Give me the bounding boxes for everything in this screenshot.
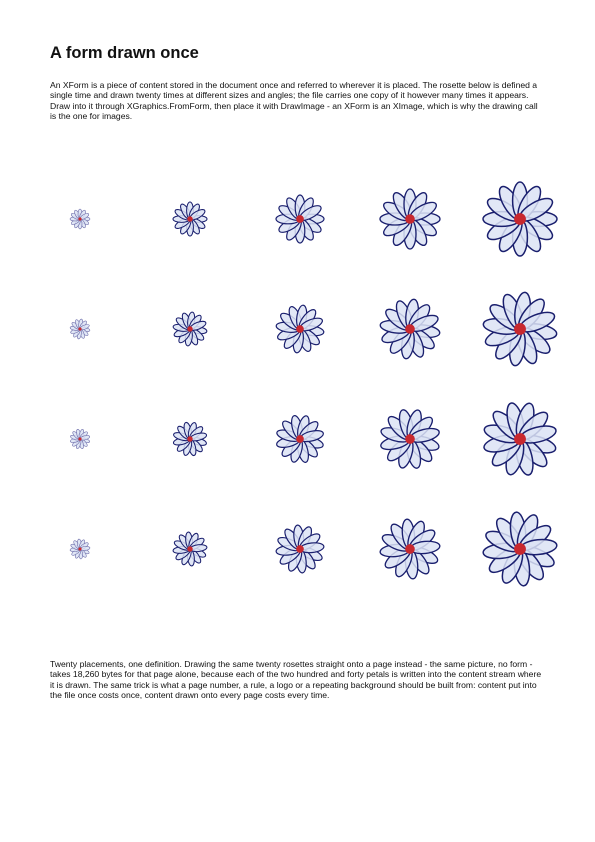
rosette-center: [514, 323, 526, 335]
rosette: [379, 188, 441, 250]
intro-text: An XForm is a piece of content stored in…: [50, 80, 538, 122]
rosette-center: [405, 434, 415, 444]
rosette-center: [78, 437, 82, 441]
rosette: [380, 409, 440, 469]
rosette: [482, 181, 558, 257]
rosette-center: [296, 545, 304, 553]
rosette-center: [514, 433, 526, 445]
rosette-center: [514, 543, 526, 555]
rosette: [172, 421, 208, 457]
rosette-center: [187, 436, 193, 442]
rosette: [482, 511, 558, 587]
rosette-center: [78, 217, 82, 221]
rosette-center: [78, 327, 82, 331]
rosette: [379, 298, 441, 360]
rosette-center: [187, 546, 193, 552]
rosette-center: [296, 435, 304, 443]
rosette: [275, 194, 325, 244]
rosette-center: [78, 547, 82, 551]
rosette: [172, 531, 208, 567]
rosette-center: [514, 213, 526, 225]
rosette: [172, 311, 208, 347]
rosette: [379, 518, 441, 580]
rosette: [482, 291, 558, 367]
rosette: [69, 538, 91, 560]
rosette-center: [405, 214, 415, 224]
rosette-center: [405, 324, 415, 334]
rosette-center: [187, 216, 193, 222]
rosette: [276, 415, 324, 463]
rosette-center: [296, 325, 304, 333]
title: A form drawn once: [50, 44, 199, 62]
rosette: [69, 428, 91, 450]
rosette: [69, 208, 91, 230]
rosette: [483, 402, 557, 476]
rosette: [172, 201, 208, 237]
rosette-center: [187, 326, 193, 332]
rosette: [275, 304, 325, 354]
rosette-center: [405, 544, 415, 554]
rosette: [69, 318, 91, 340]
rosette: [275, 524, 325, 574]
rosette-center: [296, 215, 304, 223]
footer-text: Twenty placements, one definition. Drawi…: [50, 659, 542, 701]
